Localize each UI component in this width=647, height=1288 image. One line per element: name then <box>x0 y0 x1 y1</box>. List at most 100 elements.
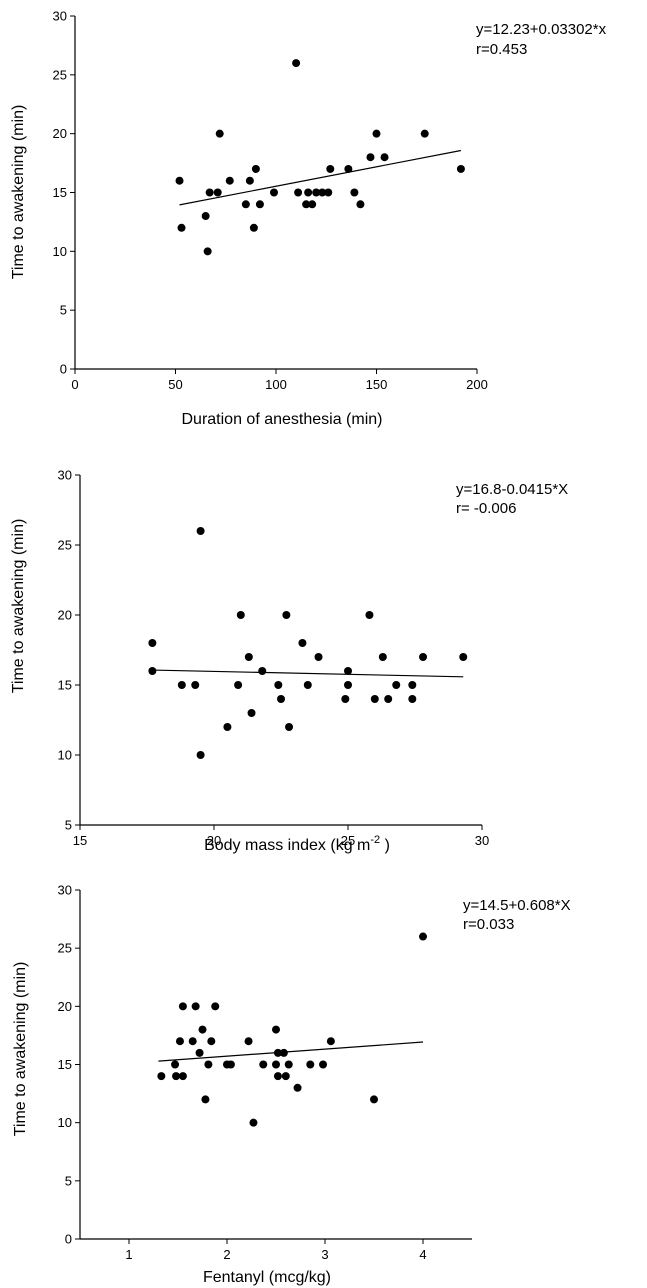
data-point <box>344 667 352 675</box>
y-tick-label: 0 <box>60 362 67 377</box>
x-tick-label: 2 <box>223 1247 230 1262</box>
data-point <box>318 188 327 197</box>
data-point <box>277 695 285 703</box>
x-tick-label: 3 <box>321 1247 328 1262</box>
x-tick-label: 150 <box>366 377 388 392</box>
data-point <box>302 200 311 209</box>
x-tick-label: 0 <box>71 377 78 392</box>
data-point <box>191 1002 200 1011</box>
data-point <box>251 164 260 173</box>
y-tick-label: 15 <box>53 185 67 200</box>
data-point <box>366 153 375 162</box>
data-point <box>255 200 264 209</box>
data-point <box>196 751 205 759</box>
regression-equation: y=14.5+0.608*X <box>463 897 571 914</box>
data-point <box>365 611 374 619</box>
data-point <box>213 188 222 197</box>
data-point <box>157 1072 166 1081</box>
y-tick-label: 30 <box>58 468 72 483</box>
data-point <box>195 1048 204 1057</box>
y-tick-label: 5 <box>65 818 72 833</box>
bmi-scatter-chart: Time to awakening (min) Body mass index … <box>10 468 568 855</box>
data-point <box>419 932 427 941</box>
regression-line <box>179 149 462 206</box>
y-tick-label: 20 <box>58 999 72 1014</box>
data-point <box>420 129 429 138</box>
y-tick-label: 5 <box>60 303 67 318</box>
data-point <box>177 681 186 689</box>
data-point <box>378 653 387 661</box>
x-tick-label: 200 <box>466 377 488 392</box>
data-point <box>279 1048 288 1057</box>
regression-line <box>152 669 464 678</box>
data-point <box>372 129 381 138</box>
data-point <box>211 1002 220 1011</box>
data-point <box>205 188 214 197</box>
fentanyl-scatter-chart: Time to awakening (min) Fentanyl (mcg/kg… <box>12 883 571 1287</box>
data-point <box>241 200 250 209</box>
x-axis-label-main: Body mass index (kg m <box>204 837 370 854</box>
data-point <box>306 1060 315 1069</box>
x-tick-label: 1 <box>125 1247 132 1262</box>
y-tick-label: 30 <box>53 9 67 24</box>
data-point <box>370 695 379 703</box>
regression-line <box>158 1041 424 1062</box>
data-point <box>249 223 258 232</box>
data-point <box>272 1060 280 1069</box>
data-point <box>285 723 294 731</box>
data-point <box>344 164 353 173</box>
data-point <box>178 1072 187 1081</box>
data-point <box>172 1072 181 1081</box>
y-tick-label: 15 <box>58 1057 72 1072</box>
data-point <box>175 176 184 185</box>
data-point <box>456 164 465 173</box>
y-tick-label: 10 <box>53 244 67 259</box>
y-tick-label: 25 <box>53 67 67 82</box>
x-axis-label-superscript: -2 <box>370 834 380 846</box>
data-point <box>215 129 224 138</box>
x-tick-label: 15 <box>73 833 87 848</box>
data-point <box>284 1060 293 1069</box>
data-point <box>171 1060 180 1069</box>
y-axis-label: Time to awakening (min) <box>10 519 27 694</box>
data-point <box>247 709 256 717</box>
data-point <box>419 653 428 661</box>
data-point <box>236 611 245 619</box>
data-point <box>148 667 157 675</box>
data-point <box>223 723 232 731</box>
x-tick-label: 30 <box>475 833 489 848</box>
data-point <box>293 1083 302 1092</box>
data-point <box>341 695 350 703</box>
data-point <box>226 1060 235 1069</box>
x-tick-label: 4 <box>419 1247 426 1262</box>
data-point <box>204 1060 213 1069</box>
data-point <box>245 176 254 185</box>
y-axis-label: Time to awakening (min) <box>12 962 29 1137</box>
y-tick-label: 25 <box>58 941 72 956</box>
data-point <box>272 1025 280 1034</box>
data-point <box>326 164 335 173</box>
data-point <box>244 1037 253 1046</box>
data-point <box>380 153 389 162</box>
data-point <box>244 653 253 661</box>
data-point <box>281 1072 290 1081</box>
data-point <box>249 1118 258 1127</box>
data-point <box>175 1037 184 1046</box>
data-point <box>344 681 352 689</box>
data-point <box>273 1048 282 1057</box>
duration-scatter-chart: Time to awakening (min) Duration of anes… <box>10 9 607 429</box>
data-point <box>324 188 333 197</box>
data-point <box>201 1095 210 1104</box>
data-point <box>459 653 468 661</box>
y-tick-label: 20 <box>58 608 72 623</box>
y-tick-label: 5 <box>65 1173 72 1188</box>
regression-equation: y=16.8-0.0415*X <box>456 481 568 498</box>
data-point <box>269 188 278 197</box>
data-point <box>392 681 401 689</box>
y-tick-label: 0 <box>65 1232 72 1247</box>
correlation-coefficient: r=0.033 <box>463 916 514 933</box>
data-point <box>408 681 417 689</box>
data-point <box>203 247 212 256</box>
y-axis-label: Time to awakening (min) <box>10 105 27 280</box>
data-point <box>384 695 393 703</box>
